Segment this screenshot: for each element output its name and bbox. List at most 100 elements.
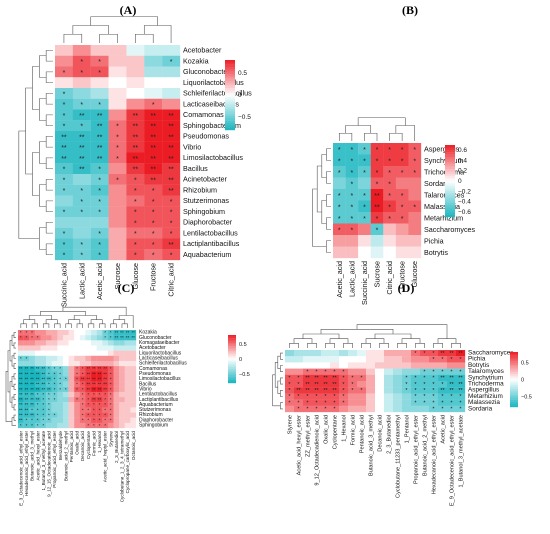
significance-marker: ** — [42, 366, 46, 371]
significance-marker: * — [98, 242, 101, 249]
significance-marker: ** — [19, 402, 23, 407]
significance-marker: ** — [98, 397, 102, 402]
column-label-pentanoic-acid: Pentanoic_acid — [69, 431, 74, 463]
heatmap-cell — [79, 397, 86, 403]
legend-tick-label: −0.5 — [521, 395, 532, 401]
significance-marker: * — [333, 400, 336, 406]
heatmap-cell — [124, 386, 131, 393]
significance-marker: * — [134, 242, 137, 249]
heatmap-cell — [79, 335, 86, 341]
significance-marker: * — [42, 418, 44, 423]
heatmap-cell — [357, 381, 367, 388]
significance-marker: * — [423, 351, 426, 357]
significance-marker: ** — [323, 388, 328, 394]
heatmap-cell — [113, 340, 120, 346]
significance-marker: ** — [36, 387, 40, 392]
heatmap-cell — [119, 376, 125, 382]
heatmap-cell — [162, 249, 181, 261]
heatmap-cell — [57, 355, 64, 362]
significance-marker: * — [98, 188, 101, 195]
column-label-cyclopropane-carboxylic-acid: Cyclopropane_carboxylic_acid — [125, 431, 130, 494]
heatmap-cell — [333, 235, 346, 247]
heatmap-cell — [91, 407, 97, 413]
heatmap-cell — [393, 381, 403, 388]
heatmap-cell — [102, 376, 109, 382]
heatmap-cell — [68, 397, 75, 403]
heatmap-cell — [370, 154, 384, 167]
significance-marker: * — [388, 147, 391, 154]
heatmap-cell — [366, 399, 376, 406]
heatmap-cell — [108, 206, 127, 218]
row-label-malassezia: Malassezia — [424, 202, 460, 211]
heatmap-cell — [29, 335, 36, 341]
significance-marker: * — [76, 387, 78, 392]
heatmap-cell — [108, 98, 127, 110]
significance-marker: * — [37, 407, 39, 412]
heatmap-cell — [383, 200, 397, 213]
significance-marker: * — [116, 134, 119, 141]
heatmap-cell — [113, 397, 120, 403]
heatmap-cell — [85, 397, 92, 403]
heatmap-cell — [18, 360, 24, 367]
heatmap-cell — [124, 422, 131, 429]
panel-label: (D) — [398, 281, 415, 295]
significance-marker: * — [306, 394, 309, 400]
significance-marker: * — [297, 407, 300, 413]
significance-marker: * — [20, 335, 22, 340]
heatmap-cell — [40, 397, 47, 403]
heatmap-cell — [126, 227, 145, 239]
significance-marker: ** — [86, 387, 90, 392]
heatmap-cell — [18, 407, 24, 413]
significance-marker: * — [82, 387, 84, 392]
row-label-limosilactobacillus: Limosilactobacillus — [139, 376, 181, 382]
heatmap-cell — [312, 362, 322, 369]
heatmap-cell — [447, 393, 457, 400]
heatmap-cell — [72, 66, 91, 78]
heatmap-cell — [285, 350, 295, 357]
significance-marker: ** — [131, 335, 135, 340]
significance-marker: * — [432, 351, 435, 357]
heatmap-cell — [55, 152, 74, 164]
heatmap-cell — [91, 371, 97, 377]
significance-marker: * — [98, 199, 101, 206]
significance-marker: * — [63, 253, 66, 260]
significance-marker: * — [459, 400, 462, 406]
heatmap-cell — [330, 381, 340, 388]
heatmap-cell — [23, 340, 30, 346]
heatmap-cell — [366, 362, 376, 369]
significance-marker: * — [26, 335, 28, 340]
significance-marker: ** — [168, 134, 174, 141]
significance-marker: * — [376, 181, 379, 188]
heatmap-cell — [447, 362, 457, 369]
row-label-kozakia: Kozakia — [183, 56, 209, 65]
heatmap-cell — [333, 212, 346, 224]
heatmap-cell — [74, 381, 80, 387]
significance-marker: ** — [374, 204, 380, 211]
heatmap-cell — [72, 109, 91, 121]
heatmap-cell — [124, 340, 131, 346]
heatmap-cell — [96, 407, 103, 413]
heatmap-cell — [90, 120, 109, 132]
heatmap-cell — [90, 206, 109, 218]
significance-marker: ** — [25, 387, 29, 392]
heatmap-cell — [357, 362, 367, 369]
heatmap-cell — [124, 407, 131, 413]
heatmap-cell — [40, 340, 47, 346]
heatmap-cell — [370, 143, 384, 155]
heatmap-cell — [91, 340, 97, 346]
significance-marker: ** — [150, 145, 156, 152]
heatmap-cell — [102, 386, 109, 393]
significance-marker: * — [450, 407, 453, 413]
significance-marker: * — [288, 382, 291, 388]
row-label-trichoderma: Trichoderma — [424, 167, 464, 176]
heatmap-cell — [62, 345, 69, 351]
heatmap-cell — [321, 393, 331, 400]
significance-marker: * — [414, 400, 417, 406]
row-label-vibrio: Vibrio — [139, 386, 152, 392]
heatmap-cell — [55, 55, 74, 67]
significance-marker: * — [134, 220, 137, 227]
significance-marker: * — [48, 382, 50, 387]
column-label-oxalic-acid: Oxalic_acid — [323, 415, 329, 444]
row-label-malassezia: Malassezia — [468, 399, 500, 406]
heatmap-cell — [162, 55, 181, 67]
